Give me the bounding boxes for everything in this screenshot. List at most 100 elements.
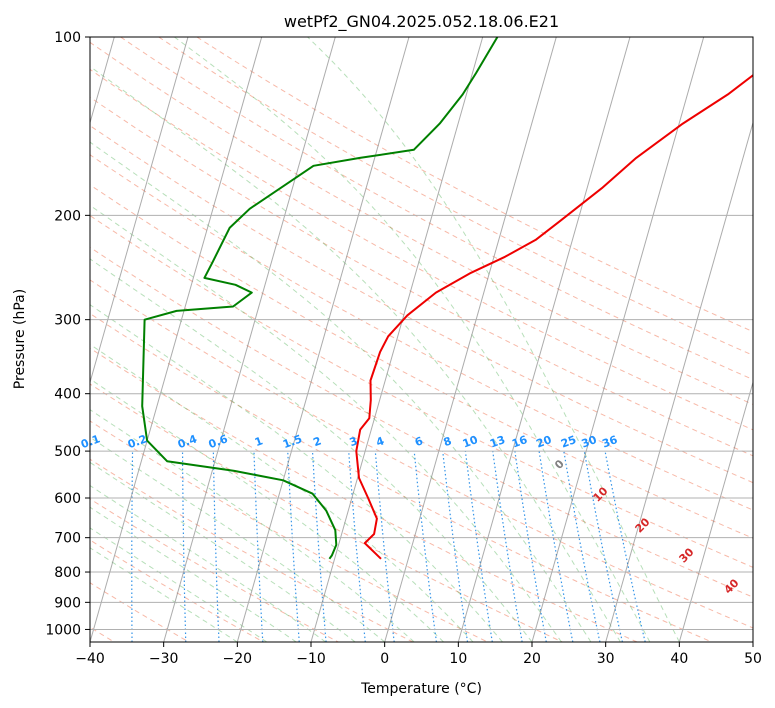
dry-adiabat-line [90,498,339,642]
mixing-ratio-line [374,451,395,642]
mixing-ratio-line [464,451,493,642]
mixing-ratio-line [311,451,327,642]
dry-adiabat-line [90,312,712,642]
mixing-ratio-label: 0.2 [126,432,149,451]
mixing-ratio-label: 0.4 [176,432,199,451]
x-tick-label: 50 [744,651,762,667]
y-tick-label: 100 [54,30,81,46]
mixing-ratio-line [131,451,134,642]
y-tick-label: 600 [54,491,81,507]
isotherm-line [752,640,753,642]
mixing-ratio-label: 3 [348,434,360,449]
isotherm-line [90,37,189,385]
x-tick-label: 30 [597,651,615,667]
moist-adiabat-line [90,436,386,642]
mixing-ratio-line [82,451,86,642]
mixing-ratio-label: 20 [534,433,553,451]
y-tick-label: 200 [54,208,81,224]
isotherm-line [90,37,263,642]
isotherm-line [384,37,557,642]
moist-adiabat-label: 20 [633,515,653,535]
dry-adiabat-line [90,184,753,539]
dry-adiabat-line [90,68,753,431]
dry-adiabat-line [158,37,753,356]
y-tick-label: 700 [54,531,81,547]
y-tick-label: 400 [54,387,81,403]
mixing-ratio-label: 1.5 [281,432,304,451]
dry-adiabat-line [90,383,563,642]
moist-adiabat-line [90,378,444,642]
moist-adiabat-line [174,37,651,642]
mixing-ratio-line [253,451,264,642]
isotherm-line [531,37,705,642]
mixing-ratio-label: 10 [461,433,480,451]
moist-adiabat-line [90,547,238,642]
mixing-ratio-label: 36 [600,433,619,451]
mixing-ratio-line [538,451,574,642]
x-tick-label: 40 [670,651,688,667]
moist-adiabat-line [90,409,415,642]
isotherm-line [163,37,336,642]
isotherm-line [605,120,753,642]
pressure-gridlines [90,37,753,630]
mixing-ratio-label: 8 [442,434,454,449]
moist-adiabat-label: 40 [722,576,742,596]
mixing-ratio-label: 1 [253,434,265,449]
y-tick-label: 900 [54,595,81,611]
moist-adiabat-line [90,204,562,642]
x-tick-label: 10 [449,651,467,667]
moist-adiabat-label: 0 [552,457,567,472]
x-tick-label: −20 [223,651,253,667]
x-axis-title: Temperature (°C) [360,681,482,697]
dry-adiabat-line [90,279,753,629]
dry-adiabat-line [90,96,753,457]
line-annotations: -100-90-80-70-60-50-40-30-20-100.10.20.4… [79,432,742,596]
dry-adiabat-line [120,37,753,381]
mixing-ratio-label: 6 [413,434,425,449]
moist-adiabat-line [307,37,680,642]
y-tick-label: 300 [54,313,81,329]
dry-adiabat-line [90,347,638,642]
moist-adiabat-line [90,65,621,642]
isotherm-line [678,380,753,642]
profile-series-line [355,73,753,560]
moist-adiabat-line [90,258,533,642]
profile-lines [141,37,753,560]
moist-adiabat-line [90,506,297,642]
x-tick-label: 0 [380,651,389,667]
mixing-ratio-line [514,451,547,642]
isotherm-line [236,37,410,642]
isotherm-line [457,37,631,642]
mixing-ratio-label: 2 [311,434,323,449]
x-tick-label: −40 [75,651,105,667]
dry-adiabat-line [90,246,753,598]
mixing-ratio-line [563,450,601,642]
y-tick-label: 800 [54,565,81,581]
dry-adiabat-line [90,539,264,642]
mixing-ratio-label: 16 [510,433,529,451]
chart-title: wetPf2_GN04.2025.052.18.06.E21 [284,12,559,32]
dry-adiabat-line [90,582,190,642]
moist-adiabat-line [90,484,326,642]
plot-frame [89,36,754,643]
moist-adiabat-line [90,343,474,642]
x-tick-label: 20 [523,651,541,667]
dry-adiabat-line [90,41,753,405]
y-tick-label: 1000 [45,622,81,638]
isotherm-line [310,37,484,642]
moist-adiabat-line [90,304,503,642]
dry-adiabat-line [90,125,753,484]
x-tick-label: −30 [149,651,179,667]
axes: −40 −30 −20 −10 0 10 20 30 40 5010020030040050060… [45,30,762,667]
mixing-ratio-line [348,451,366,642]
mixing-ratio-label: 13 [488,433,507,450]
mixing-ratio-label: 4 [374,434,386,449]
mixing-ratio-line [413,451,437,642]
moist-adiabat-line [90,141,592,642]
mixing-ratio-line [492,451,523,642]
moist-adiabat-label: 10 [591,484,611,504]
mixing-ratio-line [181,451,187,642]
y-tick-label: 500 [54,444,81,460]
